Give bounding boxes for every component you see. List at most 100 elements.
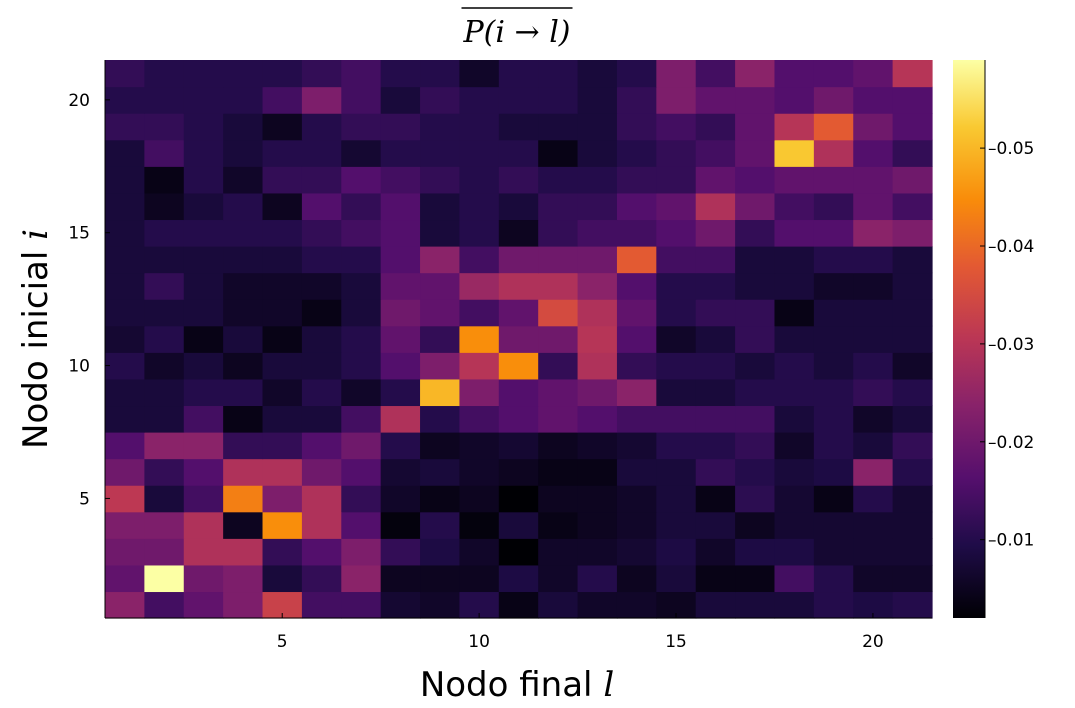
colorbar-tick-label: –0.03 bbox=[988, 335, 1034, 355]
heatmap-cell bbox=[105, 113, 145, 141]
heatmap-cell bbox=[695, 564, 736, 593]
heatmap-cell bbox=[813, 299, 854, 327]
heatmap-cell bbox=[420, 485, 461, 513]
heatmap-cell bbox=[695, 538, 736, 566]
heatmap-cell bbox=[656, 60, 697, 88]
heatmap-cell bbox=[774, 538, 815, 566]
heatmap-cell bbox=[695, 378, 736, 407]
heatmap-cell bbox=[774, 485, 815, 513]
heatmap-cell bbox=[813, 511, 854, 539]
heatmap-cell bbox=[144, 405, 185, 433]
x-tick-label: 15 bbox=[665, 632, 687, 652]
heatmap-cell bbox=[105, 591, 145, 619]
heatmap-cell bbox=[735, 246, 776, 274]
heatmap-cell bbox=[420, 564, 461, 593]
heatmap-cell bbox=[735, 166, 776, 194]
heatmap-cell bbox=[262, 378, 303, 407]
heatmap-cell bbox=[223, 299, 264, 327]
heatmap-cell bbox=[656, 86, 697, 114]
heatmap-cell bbox=[341, 325, 382, 353]
heatmap-cell bbox=[695, 166, 736, 194]
heatmap-cell bbox=[813, 458, 854, 486]
heatmap-cell bbox=[498, 378, 539, 407]
heatmap-cell bbox=[380, 591, 421, 619]
heatmap-cell bbox=[144, 299, 185, 327]
heatmap-cell bbox=[420, 139, 461, 167]
heatmap-cell bbox=[813, 219, 854, 247]
heatmap-cell bbox=[223, 325, 264, 353]
heatmap-cell bbox=[498, 299, 539, 327]
heatmap-cell bbox=[144, 511, 185, 539]
heatmap-cell bbox=[262, 538, 303, 566]
heatmap-cell bbox=[656, 139, 697, 167]
heatmap-cell bbox=[183, 458, 224, 486]
heatmap-cell bbox=[735, 325, 776, 353]
colorbar-tick-label: –0.04 bbox=[988, 237, 1034, 257]
heatmap-cell bbox=[577, 485, 618, 513]
heatmap-cell bbox=[380, 378, 421, 407]
heatmap-cell bbox=[105, 564, 145, 593]
heatmap-cell bbox=[301, 219, 342, 247]
heatmap-cell bbox=[892, 591, 933, 619]
heatmap-cell bbox=[656, 485, 697, 513]
heatmap-cell bbox=[616, 352, 657, 380]
heatmap-cell bbox=[183, 538, 224, 566]
heatmap-cell bbox=[853, 139, 894, 167]
heatmap-cell bbox=[420, 591, 461, 619]
heatmap-cell bbox=[695, 246, 736, 274]
heatmap-cell bbox=[892, 458, 933, 486]
heatmap-cell bbox=[183, 86, 224, 114]
colorbar-ticks: –0.01 –0.02 –0.03 –0.04 –0.05 bbox=[980, 60, 1034, 618]
heatmap-cell bbox=[695, 591, 736, 619]
heatmap-cell bbox=[577, 432, 618, 460]
heatmap-cell bbox=[538, 538, 579, 566]
heatmap-cell bbox=[774, 219, 815, 247]
heatmap-cell bbox=[538, 352, 579, 380]
heatmap-cell bbox=[813, 378, 854, 407]
heatmap-cell bbox=[498, 485, 539, 513]
heatmap-cell bbox=[616, 591, 657, 619]
heatmap-cell bbox=[380, 272, 421, 300]
heatmap-cell bbox=[380, 511, 421, 539]
y-tick-label: 20 bbox=[68, 91, 90, 111]
heatmap-cell bbox=[577, 60, 618, 88]
heatmap-cell bbox=[183, 352, 224, 380]
heatmap-cell bbox=[538, 272, 579, 300]
heatmap-cell bbox=[735, 192, 776, 221]
heatmap-cell bbox=[735, 113, 776, 141]
heatmap-cell bbox=[223, 272, 264, 300]
heatmap-cell bbox=[341, 511, 382, 539]
heatmap-cell bbox=[262, 432, 303, 460]
heatmap-cell bbox=[144, 60, 185, 88]
heatmap-cell bbox=[774, 591, 815, 619]
heatmap-cell bbox=[498, 405, 539, 433]
heatmap-cell bbox=[577, 352, 618, 380]
heatmap-cell bbox=[105, 192, 145, 221]
heatmap-cell bbox=[144, 246, 185, 274]
heatmap-cell bbox=[656, 113, 697, 141]
heatmap-cell bbox=[774, 113, 815, 141]
heatmap-cell bbox=[301, 139, 342, 167]
heatmap-cell bbox=[774, 378, 815, 407]
heatmap-cell bbox=[538, 458, 579, 486]
heatmap-cell bbox=[538, 192, 579, 221]
heatmap-cell bbox=[656, 325, 697, 353]
heatmap-cell bbox=[853, 511, 894, 539]
heatmap-cell bbox=[656, 299, 697, 327]
heatmap-cell bbox=[577, 166, 618, 194]
heatmap-cells bbox=[105, 60, 933, 619]
heatmap-cell bbox=[262, 325, 303, 353]
heatmap-cell bbox=[577, 86, 618, 114]
heatmap-cell bbox=[498, 352, 539, 380]
heatmap-cell bbox=[853, 299, 894, 327]
x-tick-label: 10 bbox=[468, 632, 490, 652]
heatmap-cell bbox=[144, 113, 185, 141]
heatmap-cell bbox=[616, 166, 657, 194]
heatmap-cell bbox=[538, 113, 579, 141]
heatmap-cell bbox=[183, 272, 224, 300]
heatmap-cell bbox=[774, 299, 815, 327]
heatmap-cell bbox=[538, 139, 579, 167]
heatmap-cell bbox=[538, 405, 579, 433]
heatmap-cell bbox=[695, 458, 736, 486]
